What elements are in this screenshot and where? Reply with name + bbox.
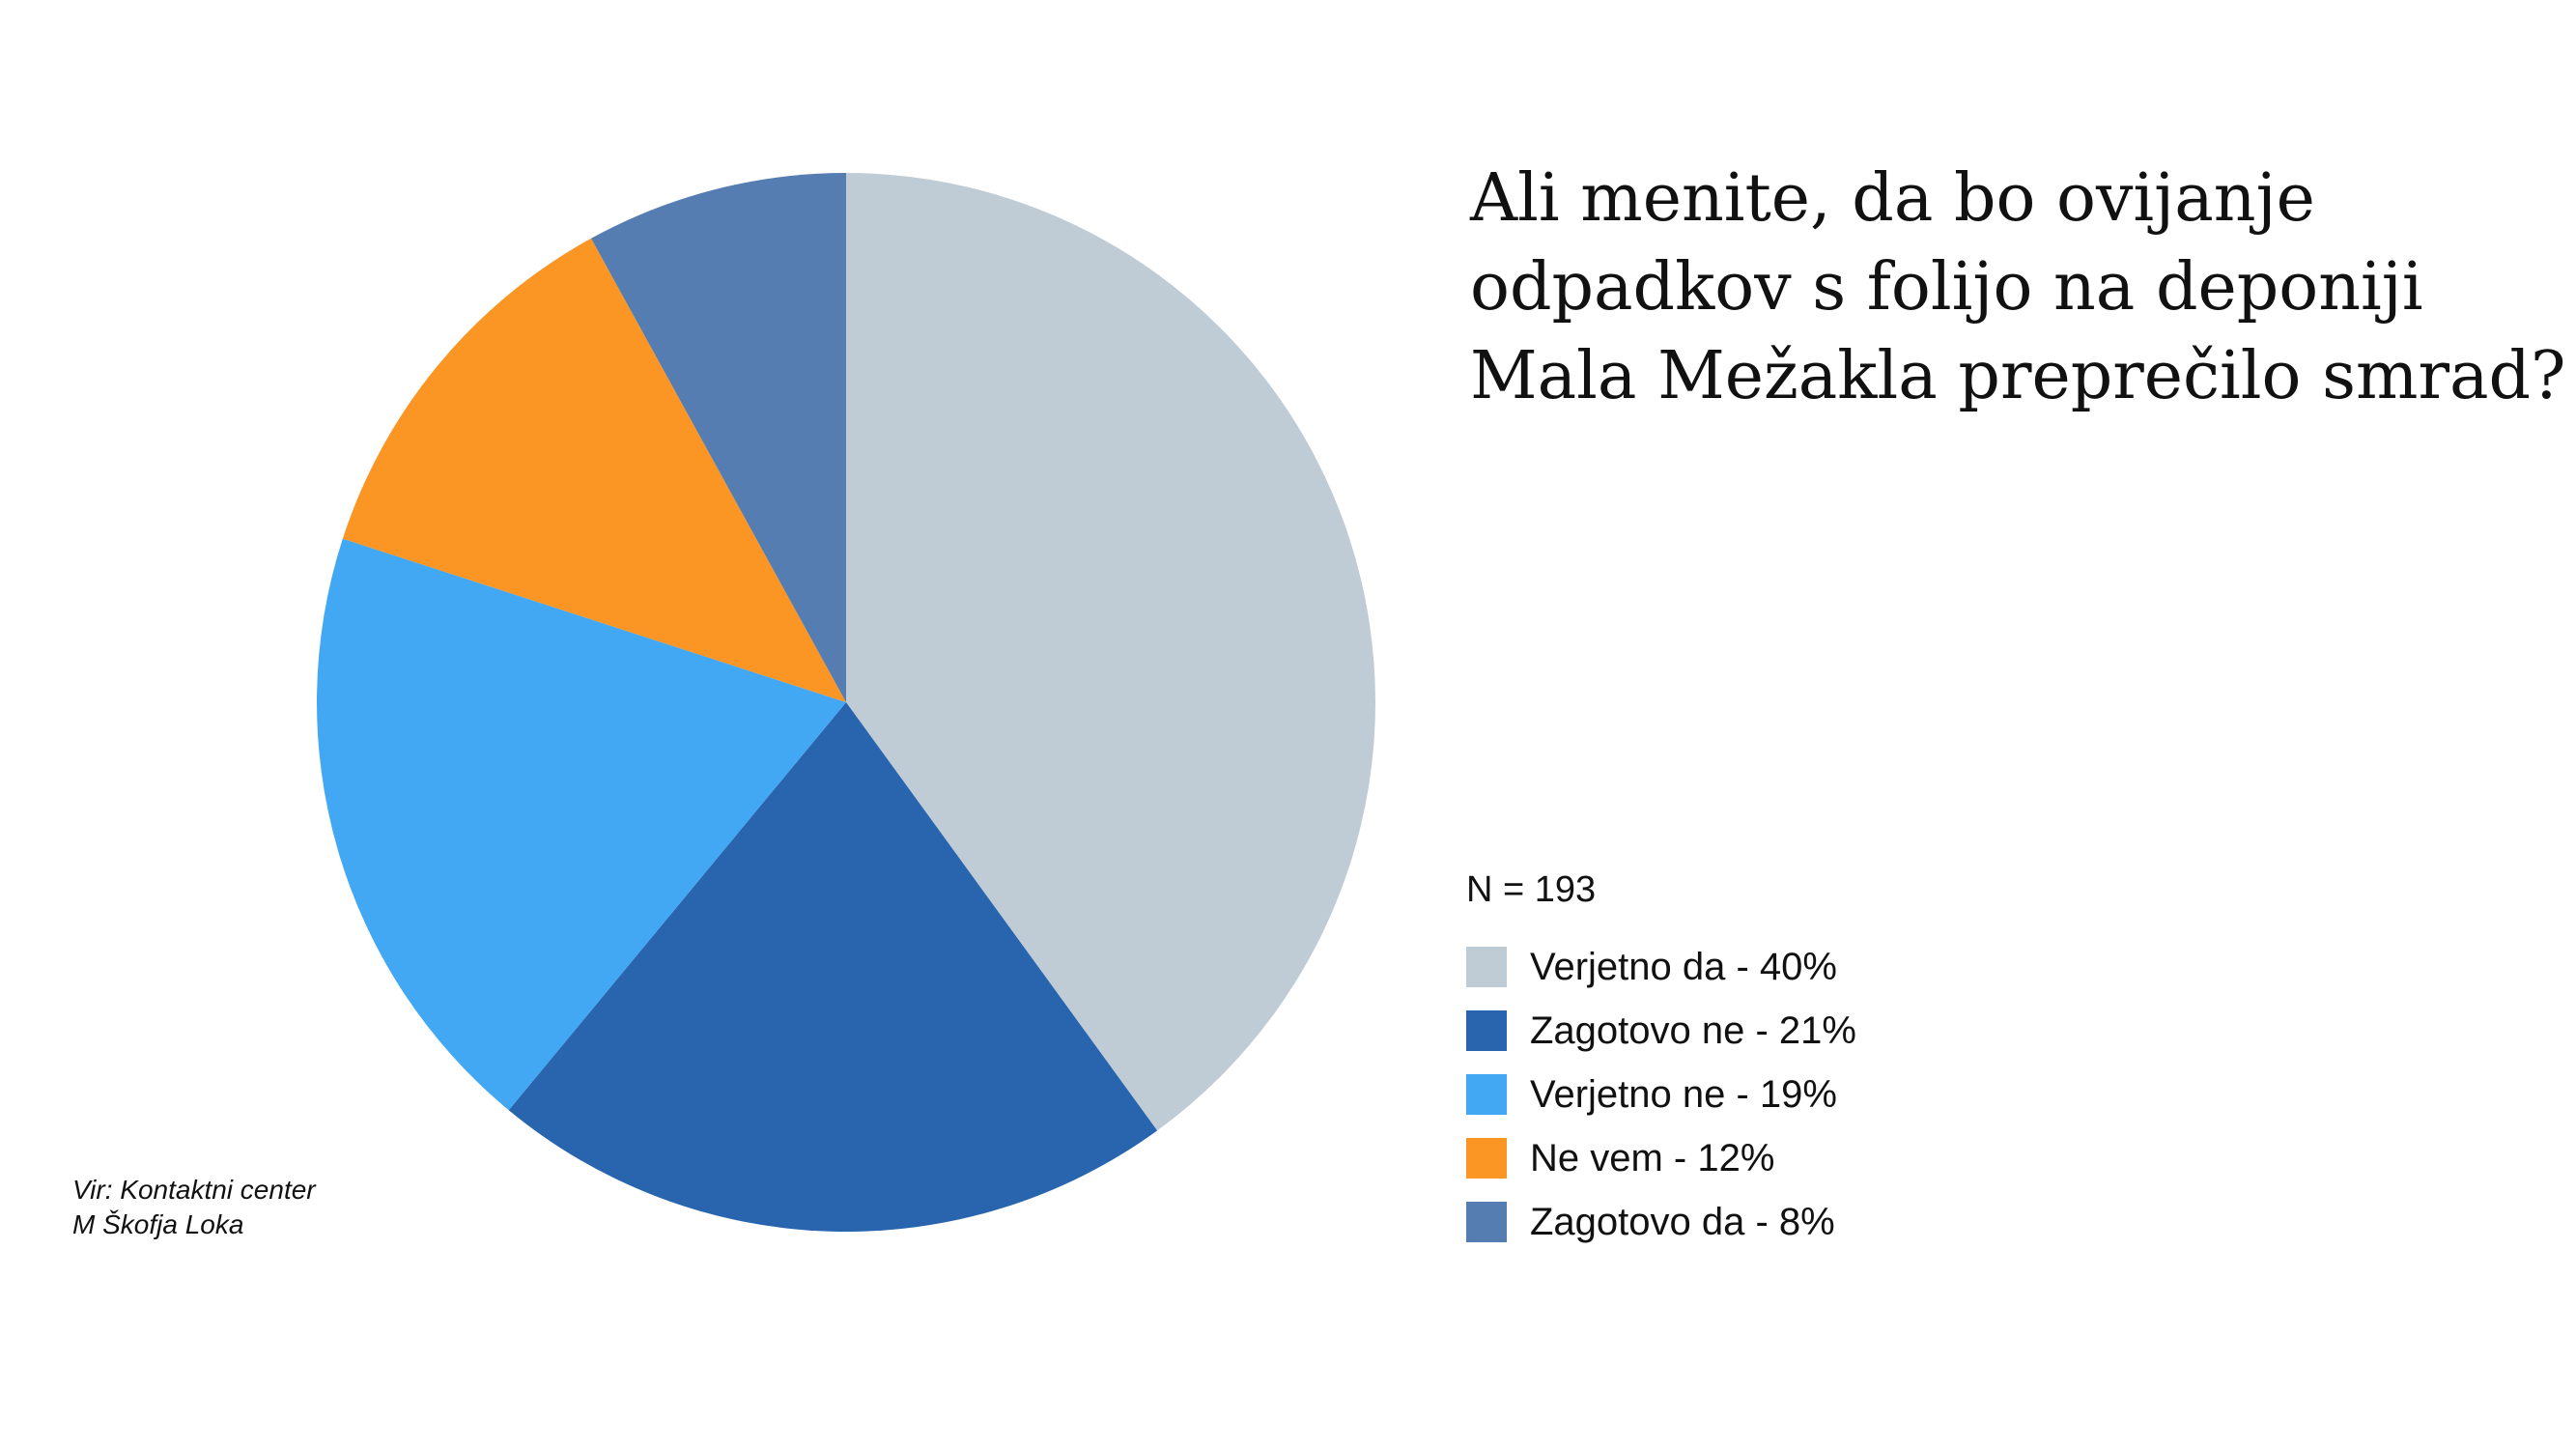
legend-item: Ne vem - 12%: [1466, 1126, 1856, 1190]
legend-item: Zagotovo da - 8%: [1466, 1190, 1856, 1254]
pie-slice-5: [590, 173, 846, 702]
legend-item: Verjetno ne - 19%: [1466, 1063, 1856, 1126]
legend-item: Verjetno da - 40%: [1466, 935, 1856, 999]
source-line-2: M Škofja Loka: [72, 1209, 244, 1239]
source-note: Vir: Kontaktni center M Škofja Loka: [72, 1173, 316, 1242]
legend-label: Ne vem - 12%: [1530, 1136, 1775, 1179]
legend-label: Zagotovo ne - 21%: [1530, 1009, 1856, 1052]
sample-size: N = 193: [1466, 869, 1597, 910]
legend-swatch: [1466, 1010, 1507, 1051]
legend-label: Verjetno ne - 19%: [1530, 1072, 1837, 1116]
legend-label: Zagotovo da - 8%: [1530, 1200, 1835, 1243]
chart-title: Ali menite, da bo ovijanje odpadkov s fo…: [1470, 155, 2566, 421]
legend-item: Zagotovo ne - 21%: [1466, 999, 1856, 1063]
source-line-1: Vir: Kontaktni center: [72, 1175, 316, 1205]
pie-slice-3: [317, 538, 846, 1111]
chart-title-line-2: odpadkov s folijo na deponiji: [1470, 249, 2423, 326]
legend-swatch: [1466, 1074, 1507, 1115]
pie-chart: [317, 173, 1375, 1232]
legend-swatch: [1466, 1202, 1507, 1242]
legend-swatch: [1466, 1138, 1507, 1179]
legend-label: Verjetno da - 40%: [1530, 945, 1837, 988]
legend-swatch: [1466, 947, 1507, 987]
pie-slice-1: [846, 173, 1375, 1131]
pie-slice-2: [508, 702, 1158, 1232]
pie-slice-4: [342, 238, 846, 702]
chart-title-line-1: Ali menite, da bo ovijanje: [1470, 160, 2315, 237]
legend: Verjetno da - 40% Zagotovo ne - 21% Verj…: [1466, 935, 1856, 1254]
chart-title-line-3: Mala Mežakla preprečilo smrad?: [1470, 338, 2566, 414]
